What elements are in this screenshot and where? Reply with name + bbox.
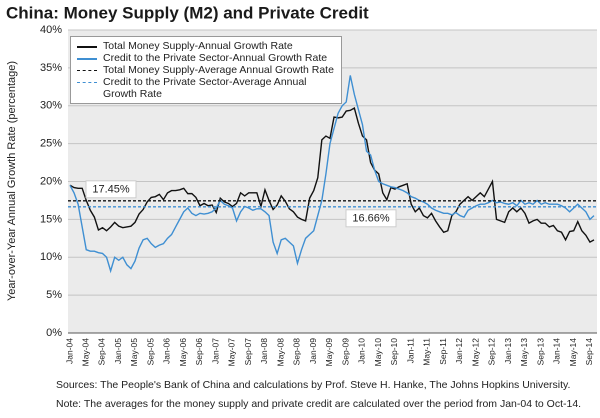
x-tick-label: May-14 bbox=[568, 338, 578, 367]
x-tick-label: Jan-06 bbox=[162, 338, 172, 364]
value-label: 17.45% bbox=[92, 184, 130, 196]
y-tick-label: 0% bbox=[46, 327, 62, 339]
legend-item: Total Money Supply-Average Annual Growth… bbox=[77, 64, 335, 76]
y-tick-label: 40% bbox=[40, 24, 62, 36]
x-tick-label: May-05 bbox=[129, 338, 139, 367]
legend-swatch bbox=[77, 82, 97, 83]
footnote: Note: The averages for the money supply … bbox=[56, 398, 581, 410]
value-label: 16.66% bbox=[352, 213, 390, 225]
x-tick-label: May-08 bbox=[275, 338, 285, 367]
x-tick-label: May-07 bbox=[227, 338, 237, 367]
x-tick-label: May-12 bbox=[470, 338, 480, 367]
x-tick-label: May-09 bbox=[324, 338, 334, 367]
x-tick-label: May-06 bbox=[178, 338, 188, 367]
y-tick-label: 5% bbox=[46, 289, 62, 301]
series-line bbox=[69, 106, 595, 244]
footnote: Sources: The People's Bank of China and … bbox=[56, 379, 570, 391]
x-tick-label: Sep-05 bbox=[145, 338, 155, 366]
value-label-box bbox=[85, 180, 137, 199]
x-tick-label: Sep-11 bbox=[438, 338, 448, 365]
x-tick-label: Sep-09 bbox=[340, 338, 350, 366]
x-tick-label: Jan-10 bbox=[357, 338, 367, 364]
x-tick-label: Jan-09 bbox=[308, 338, 318, 364]
legend-label: Credit to the Private Sector-Annual Grow… bbox=[103, 52, 328, 64]
x-tick-label: Jan-12 bbox=[454, 338, 464, 364]
legend-label: Credit to the Private Sector-Average Ann… bbox=[103, 76, 307, 100]
legend-label: Total Money Supply-Annual Growth Rate bbox=[103, 40, 293, 52]
x-tick-label: Sep-07 bbox=[243, 338, 253, 366]
x-tick-label: Jan-08 bbox=[259, 338, 269, 364]
x-tick-label: Sep-13 bbox=[535, 338, 545, 366]
y-tick-label: 20% bbox=[40, 175, 62, 187]
y-tick-label: 15% bbox=[40, 213, 62, 225]
legend-label: Total Money Supply-Average Annual Growth… bbox=[103, 64, 334, 76]
y-axis-title: Year-over-Year Annual Growth Rate (perce… bbox=[6, 61, 18, 301]
legend: Total Money Supply-Annual Growth Rate Cre… bbox=[70, 36, 342, 104]
x-tick-label: Sep-04 bbox=[97, 338, 107, 366]
x-tick-label: Sep-10 bbox=[389, 338, 399, 366]
y-tick-label: 35% bbox=[40, 62, 62, 74]
legend-item: Total Money Supply-Annual Growth Rate bbox=[77, 40, 335, 52]
chart-title: China: Money Supply (M2) and Private Cre… bbox=[6, 3, 369, 22]
x-tick-label: Sep-12 bbox=[487, 338, 497, 366]
x-tick-label: Jan-05 bbox=[113, 338, 123, 364]
x-tick-label: May-10 bbox=[373, 338, 383, 367]
x-tick-label: Sep-06 bbox=[194, 338, 204, 366]
legend-swatch bbox=[77, 46, 97, 48]
x-tick-label: Jan-07 bbox=[210, 338, 220, 364]
x-tick-label: Sep-08 bbox=[292, 338, 302, 366]
x-tick-label: May-13 bbox=[519, 338, 529, 367]
y-tick-label: 10% bbox=[40, 251, 62, 263]
value-label-box bbox=[345, 209, 397, 228]
x-tick-label: Sep-14 bbox=[584, 338, 594, 366]
x-tick-label: Jan-11 bbox=[405, 338, 415, 364]
legend-swatch bbox=[77, 58, 97, 60]
legend-item: Credit to the Private Sector-Average Ann… bbox=[77, 76, 335, 100]
x-tick-label: Jan-14 bbox=[552, 338, 562, 364]
x-tick-label: Jan-13 bbox=[503, 338, 513, 364]
legend-item: Credit to the Private Sector-Annual Grow… bbox=[77, 52, 335, 64]
series-line bbox=[69, 75, 595, 274]
y-tick-label: 30% bbox=[40, 100, 62, 112]
x-tick-label: May-04 bbox=[80, 338, 90, 367]
x-tick-label: Jan-04 bbox=[64, 338, 74, 364]
x-tick-label: May-11 bbox=[422, 338, 432, 366]
y-tick-label: 25% bbox=[40, 138, 62, 150]
legend-swatch bbox=[77, 70, 97, 71]
